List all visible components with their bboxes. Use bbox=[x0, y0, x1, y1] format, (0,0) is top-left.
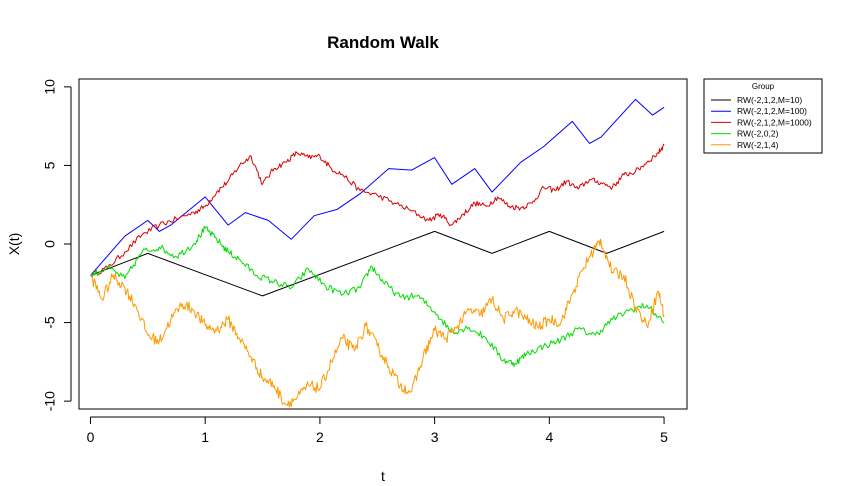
y-tick-label: -10 bbox=[42, 391, 58, 411]
legend-box bbox=[703, 78, 823, 154]
y-tick-label: 0 bbox=[42, 240, 58, 248]
x-tick-label: 1 bbox=[201, 429, 209, 445]
legend-label: RW(-2,1,4) bbox=[737, 140, 779, 150]
legend: Group RW(-2,1,2,M=10)RW(-2,1,2,M=100)RW(… bbox=[703, 78, 823, 154]
series-line-5 bbox=[90, 238, 665, 408]
chart-title: Random Walk bbox=[327, 33, 439, 52]
plot-area-border bbox=[78, 78, 688, 410]
legend-label: RW(-2,0,2) bbox=[737, 129, 779, 139]
series-line-2 bbox=[90, 98, 665, 276]
x-tick-label: 3 bbox=[431, 429, 439, 445]
legend-label: RW(-2,1,2,M=100) bbox=[737, 106, 807, 116]
y-tick-label: -5 bbox=[42, 316, 58, 329]
x-axis-label: t bbox=[381, 468, 385, 484]
y-tick-label: 5 bbox=[42, 161, 58, 169]
series-line-3 bbox=[90, 143, 665, 278]
x-axis: 0 1 2 3 4 5 bbox=[87, 416, 668, 445]
x-tick-label: 4 bbox=[545, 429, 553, 445]
legend-label: RW(-2,1,2,M=1000) bbox=[737, 117, 812, 127]
legend-title: Group bbox=[752, 82, 775, 91]
y-axis-label: X(t) bbox=[6, 233, 22, 256]
y-axis: -10 -5 0 5 10 bbox=[42, 79, 72, 411]
series-line-1 bbox=[90, 230, 665, 297]
legend-label: RW(-2,1,2,M=10) bbox=[737, 95, 802, 105]
x-tick-label: 2 bbox=[316, 429, 324, 445]
x-tick-label: 0 bbox=[87, 429, 95, 445]
series-layer bbox=[90, 98, 665, 408]
y-tick-label: 10 bbox=[42, 79, 58, 95]
series-line-4 bbox=[90, 225, 665, 367]
x-tick-label: 5 bbox=[660, 429, 668, 445]
legend-entries: RW(-2,1,2,M=10)RW(-2,1,2,M=100)RW(-2,1,2… bbox=[711, 95, 812, 150]
